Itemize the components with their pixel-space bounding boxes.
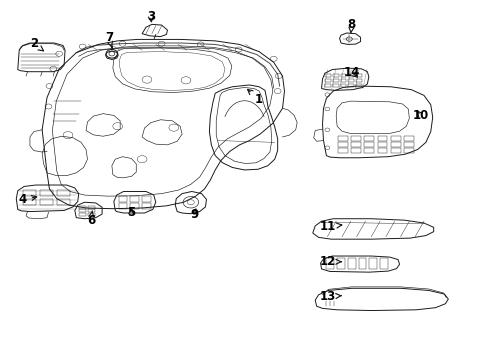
Bar xyxy=(336,258,344,269)
Bar xyxy=(337,136,347,141)
Bar xyxy=(57,199,70,205)
Bar xyxy=(377,142,386,147)
Bar xyxy=(364,148,373,153)
Bar xyxy=(390,148,400,153)
Bar xyxy=(350,136,360,141)
Bar xyxy=(79,210,85,212)
Bar xyxy=(22,199,36,205)
Text: 11: 11 xyxy=(319,220,341,233)
Bar xyxy=(377,136,386,141)
Bar xyxy=(390,142,400,147)
Bar xyxy=(358,258,366,269)
Bar xyxy=(326,258,333,269)
Bar xyxy=(355,84,361,87)
Text: 1: 1 xyxy=(247,89,263,106)
Bar xyxy=(40,190,53,197)
Text: 13: 13 xyxy=(319,290,341,303)
Bar xyxy=(142,203,151,209)
Bar xyxy=(119,196,127,202)
Bar xyxy=(364,142,373,147)
Bar xyxy=(337,148,347,153)
Bar xyxy=(332,79,338,82)
Bar xyxy=(88,213,95,216)
Bar xyxy=(79,213,85,216)
Bar xyxy=(332,84,338,87)
Bar xyxy=(403,136,413,141)
Text: 5: 5 xyxy=(127,206,135,219)
Bar xyxy=(377,148,386,153)
Bar xyxy=(347,84,353,87)
Bar xyxy=(355,74,361,77)
Bar xyxy=(379,258,387,269)
Text: 3: 3 xyxy=(146,10,155,23)
Bar xyxy=(325,84,330,87)
Bar xyxy=(350,148,360,153)
Bar xyxy=(130,203,139,209)
Bar xyxy=(340,79,346,82)
Bar xyxy=(364,136,373,141)
Bar xyxy=(57,190,70,197)
Text: 9: 9 xyxy=(190,208,199,221)
Text: 14: 14 xyxy=(343,66,359,79)
Bar xyxy=(340,74,346,77)
Bar xyxy=(119,203,127,209)
Bar xyxy=(142,196,151,202)
Text: 10: 10 xyxy=(412,109,428,122)
Bar xyxy=(332,74,338,77)
Text: 6: 6 xyxy=(86,211,95,227)
Bar xyxy=(22,190,36,197)
Bar xyxy=(88,206,95,209)
Bar xyxy=(40,199,53,205)
Bar xyxy=(347,79,353,82)
Text: 2: 2 xyxy=(30,37,43,51)
Text: 8: 8 xyxy=(347,18,355,33)
Bar xyxy=(79,206,85,209)
Bar xyxy=(337,142,347,147)
Bar xyxy=(403,142,413,147)
Bar xyxy=(88,210,95,212)
Bar xyxy=(130,196,139,202)
Bar xyxy=(350,142,360,147)
Bar xyxy=(390,136,400,141)
Bar xyxy=(347,258,355,269)
Bar xyxy=(368,258,376,269)
Bar xyxy=(340,84,346,87)
Text: 12: 12 xyxy=(319,255,341,268)
Bar xyxy=(403,148,413,153)
Bar xyxy=(325,74,330,77)
Bar xyxy=(355,79,361,82)
Bar xyxy=(325,79,330,82)
Bar xyxy=(347,74,353,77)
Text: 7: 7 xyxy=(104,31,113,48)
Text: 4: 4 xyxy=(19,193,37,206)
